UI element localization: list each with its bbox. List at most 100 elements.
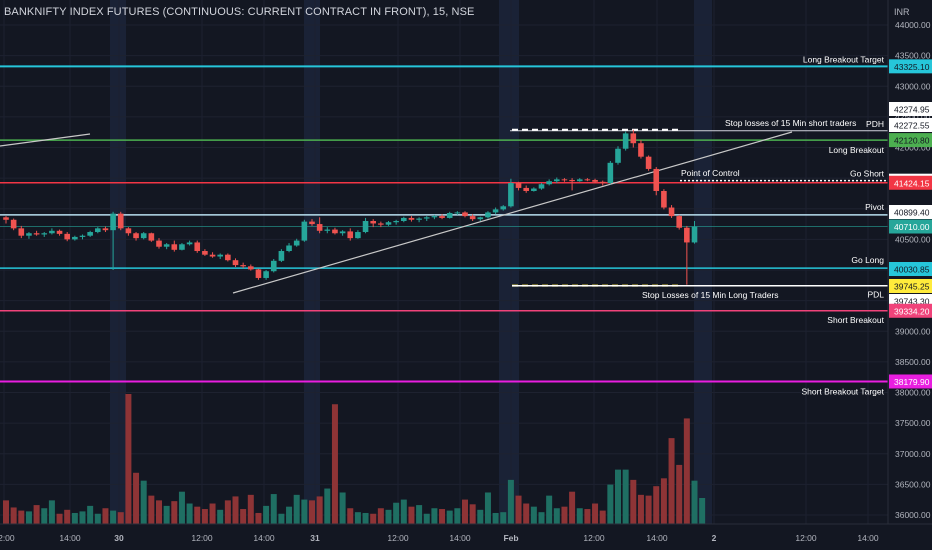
candle-body	[194, 242, 201, 252]
candle-body	[615, 148, 621, 163]
stop-losses-long-note: Stop Losses of 15 Min Long Traders	[642, 290, 779, 300]
price-tag-short-breakout-target	[889, 374, 932, 389]
y-tick-label: 43000.00	[895, 81, 931, 91]
candle-body	[538, 184, 545, 189]
candle-body	[653, 168, 660, 191]
level-label-long-breakout-target: Long Breakout Target	[803, 54, 885, 64]
candle-body	[148, 233, 155, 241]
volume-bar	[186, 503, 193, 524]
volume-bar	[240, 509, 247, 524]
volume-bar	[163, 505, 170, 524]
volume-bar	[653, 486, 660, 524]
price-tag-long-breakout-target	[889, 59, 932, 74]
chart-title: BANKNIFTY INDEX FUTURES (CONTINUOUS: CUR…	[4, 6, 475, 18]
candle-body	[110, 213, 116, 231]
volume-bar	[576, 508, 583, 524]
candle-body	[316, 224, 323, 231]
y-tick-label: 40500.00	[895, 234, 931, 244]
currency-label: INR	[894, 7, 910, 17]
candle-body	[49, 230, 55, 234]
volume-bar	[33, 505, 40, 524]
candle-body	[416, 218, 422, 220]
candle-body	[401, 217, 407, 221]
x-tick-label: Feb	[503, 533, 518, 543]
candle-body	[630, 133, 637, 144]
volume-bar	[676, 464, 683, 524]
y-tick-label: 36000.00	[895, 510, 931, 520]
price-tag-text-short-breakout: 39334.20	[894, 306, 930, 316]
volume-bar	[286, 506, 293, 524]
volume-bar	[263, 505, 270, 524]
candle-body	[546, 181, 552, 185]
price-tag-text-pivot: 40899.40	[894, 208, 930, 218]
candle-body	[72, 236, 78, 240]
volume-bar	[546, 495, 553, 524]
candle-body	[10, 219, 17, 229]
candle-body	[270, 260, 277, 272]
candle-body	[64, 233, 70, 240]
x-tick-label: 14:00	[253, 533, 275, 543]
volume-bar	[500, 512, 507, 524]
x-tick-label: 12:00	[0, 533, 15, 543]
price-tag-text-pdh: 42272.55	[894, 121, 930, 131]
volume-bar	[377, 508, 384, 524]
price-tag-text-pdl: 39743.30	[894, 297, 930, 307]
stop-losses-short-note: Stop losses of 15 Min short traders	[725, 118, 856, 128]
x-tick-label: 14:00	[646, 533, 668, 543]
volume-bar	[339, 492, 346, 524]
volume-bar	[209, 503, 216, 524]
candle-body	[278, 251, 285, 261]
x-tick-label: 31	[310, 533, 320, 543]
candle-body	[125, 228, 132, 234]
candle-body	[638, 143, 644, 157]
candle-body	[607, 162, 614, 184]
volume-bar	[484, 492, 491, 524]
price-tag-text-red-line: 41424.15	[894, 178, 930, 188]
volume-bar	[691, 480, 698, 524]
level-label-short-breakout: Short Breakout	[827, 315, 884, 325]
price-tag-text-go-long: 40030.85	[894, 265, 930, 275]
volume-bar	[125, 394, 132, 524]
y-tick-label: 42500.00	[895, 112, 931, 122]
price-tag-text-long-breakout: 42120.80	[894, 136, 930, 146]
volume-bar	[561, 506, 568, 524]
volume-bar	[668, 438, 675, 524]
x-tick-label: 12:00	[387, 533, 409, 543]
candle-body	[408, 217, 415, 220]
volume-bar	[446, 510, 453, 524]
candle-body	[439, 216, 445, 218]
candle-body	[355, 232, 361, 239]
candle-body	[179, 244, 185, 250]
volume-bar	[469, 504, 476, 524]
level-label-pdh: PDH	[866, 119, 884, 129]
candle-body	[645, 156, 652, 169]
candle-body	[56, 230, 63, 234]
x-tick-label: 14:00	[59, 533, 81, 543]
candle-body	[293, 240, 300, 246]
candle-body	[531, 188, 537, 191]
candle-body	[676, 216, 682, 228]
volume-bar	[431, 508, 438, 524]
candle-body	[554, 179, 560, 182]
candle-body	[248, 266, 254, 270]
price-tag-short-breakout	[889, 303, 932, 318]
candle-body	[576, 179, 583, 182]
candle-body	[286, 245, 292, 252]
candle-body	[508, 183, 514, 207]
candle-body	[485, 212, 491, 218]
candle-body	[500, 206, 507, 210]
candle-body	[240, 265, 246, 267]
volume-bar	[224, 500, 231, 524]
volume-bar	[293, 494, 300, 524]
candle-body	[163, 244, 170, 247]
volume-bar	[507, 479, 514, 524]
price-tag-stop-long	[889, 279, 932, 293]
trendline-upper	[0, 133, 91, 147]
candle-body	[186, 242, 193, 245]
volume-bar	[87, 505, 94, 524]
candle-body	[26, 233, 32, 236]
x-tick-label: 30	[114, 533, 124, 543]
candle-body	[569, 179, 575, 182]
